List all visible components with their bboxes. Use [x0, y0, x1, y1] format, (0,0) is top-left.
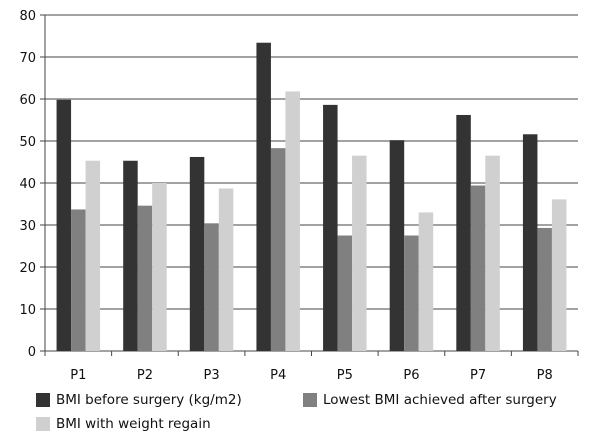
bar-p8-series-3 — [551, 199, 567, 351]
y-tick-label: 40 — [19, 177, 36, 192]
bar-p6-series-2 — [404, 235, 419, 351]
legend-item-weight-regain: BMI with weight regain — [36, 416, 211, 432]
legend-swatch-before-surgery — [36, 393, 50, 407]
y-tick-label: 70 — [19, 51, 36, 66]
x-tick-label: P3 — [204, 368, 220, 383]
x-tick-label: P6 — [403, 368, 419, 383]
bar-p7-series-2 — [470, 185, 486, 351]
y-tick-label: 50 — [19, 135, 36, 150]
x-tick-label: P1 — [70, 368, 86, 383]
bar-p8-series-2 — [537, 227, 552, 351]
x-tick-labels: P1 P2 P3 P4 P5 P6 P7 P8 — [70, 368, 553, 383]
legend-label-weight-regain: BMI with weight regain — [56, 416, 211, 432]
y-tick-label: 30 — [19, 219, 36, 234]
bar-p4-series-1 — [256, 42, 271, 351]
y-tick-label: 60 — [19, 93, 36, 108]
bar-p2-series-3 — [152, 183, 167, 351]
bar-p8-series-1 — [522, 134, 538, 351]
bar-p1-series-1 — [56, 99, 72, 351]
bar-p5-series-1 — [323, 104, 338, 351]
bar-p5-series-3 — [352, 155, 367, 351]
x-tick-label: P7 — [470, 368, 486, 383]
bars — [56, 42, 567, 352]
legend-label-before-surgery: BMI before surgery (kg/m2) — [56, 392, 242, 408]
y-tick-labels: 0 10 20 30 40 50 60 70 80 — [19, 9, 36, 360]
bar-p4-series-2 — [270, 148, 286, 351]
legend-swatch-lowest-after-surgery — [303, 393, 317, 407]
bar-p7-series-3 — [485, 155, 500, 351]
y-tick-label: 10 — [19, 303, 36, 318]
y-tick-label: 80 — [19, 9, 36, 24]
x-tick-label: P4 — [270, 368, 286, 383]
bar-p4-series-3 — [285, 91, 300, 351]
legend-label-lowest-after-surgery: Lowest BMI achieved after surgery — [323, 392, 557, 408]
legend-item-before-surgery: BMI before surgery (kg/m2) — [36, 392, 242, 408]
bar-p1-series-2 — [71, 209, 86, 351]
bar-p2-series-1 — [123, 160, 138, 351]
bar-p7-series-1 — [456, 114, 471, 352]
bar-p1-series-3 — [85, 160, 101, 351]
x-tick-label: P2 — [137, 368, 153, 383]
bar-p3-series-3 — [218, 188, 234, 351]
bar-p3-series-1 — [189, 156, 205, 351]
bar-p5-series-2 — [337, 235, 353, 351]
y-tick-label: 20 — [19, 261, 36, 276]
bar-chart: 0 10 20 30 40 50 60 70 80 P1 P2 P3 P4 P5 P6 P7 P8 — [19, 9, 579, 383]
bar-p6-series-1 — [389, 140, 405, 351]
x-tick-label: P5 — [337, 368, 353, 383]
legend-swatch-weight-regain — [36, 417, 50, 431]
bar-p6-series-3 — [418, 212, 434, 351]
bar-p3-series-2 — [204, 223, 219, 351]
x-tick-label: P8 — [537, 368, 553, 383]
bar-p2-series-2 — [137, 205, 153, 351]
y-tick-label: 0 — [28, 345, 36, 360]
legend-item-lowest-after-surgery: Lowest BMI achieved after surgery — [303, 392, 557, 408]
